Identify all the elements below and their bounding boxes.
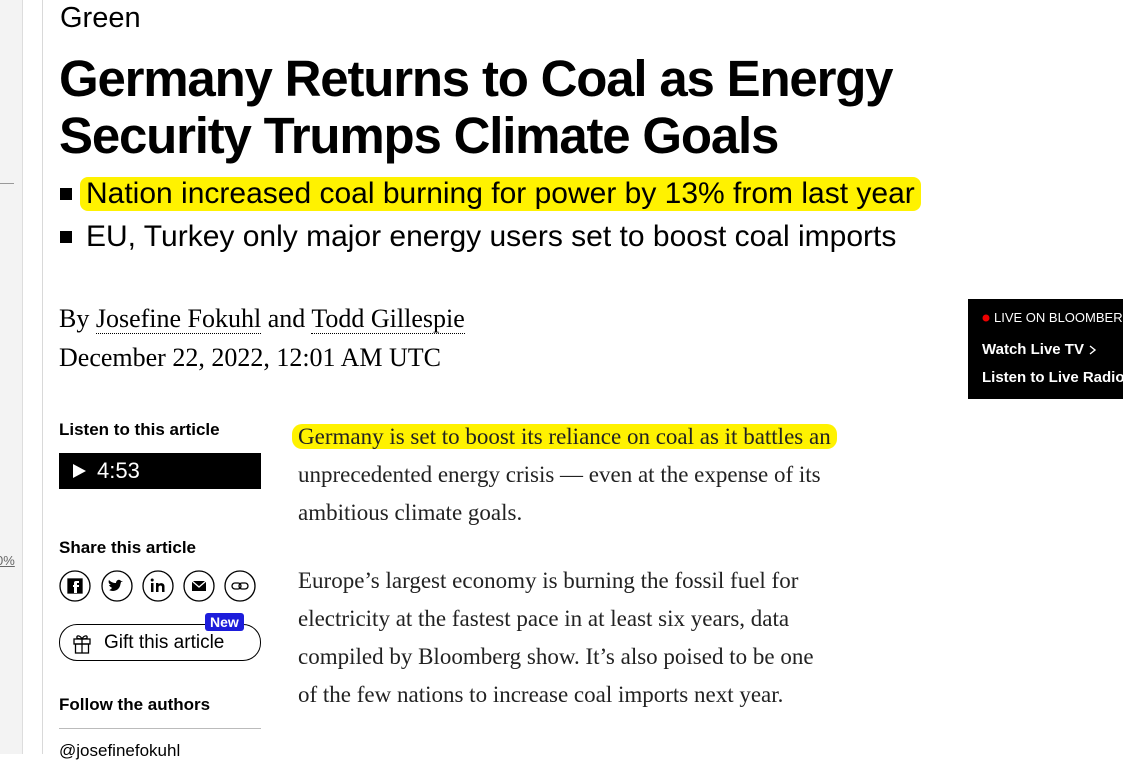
- gift-button[interactable]: Gift this article: [59, 624, 261, 661]
- live-link[interactable]: Listen to Live Radio: [982, 369, 1123, 386]
- headline: Germany Returns to Coal as Energy Securi…: [59, 50, 894, 164]
- gift-icon: [73, 634, 91, 654]
- twitter-share[interactable]: [101, 570, 133, 602]
- live-dot: [982, 314, 990, 321]
- author-follow[interactable]: @josefinefokuhl: [59, 741, 181, 760]
- body-line: Germany is set to boost its reliance on …: [292, 424, 837, 450]
- live-link[interactable]: Watch Live TV: [982, 341, 1100, 358]
- new-badge: New: [205, 613, 244, 631]
- publish-date: December 22, 2022, 12:01 AM UTC: [59, 343, 442, 372]
- byline: By Josefine Fokuhl and Todd Gillespie: [59, 304, 465, 334]
- facebook-share[interactable]: [59, 570, 91, 602]
- body-line: ambitious climate goals.: [298, 500, 523, 525]
- body-line: electricity at the fastest pace in at le…: [298, 606, 790, 631]
- divider: [42, 0, 43, 754]
- bullet-text: EU, Turkey only major energy users set t…: [86, 220, 897, 253]
- chevron: [1089, 344, 1097, 355]
- live-text: LIVE ON BLOOMBERG: [994, 310, 1123, 325]
- author-link[interactable]: Todd Gillespie: [311, 304, 465, 334]
- left-panel: [0, 0, 23, 754]
- zoom-label: 0%: [0, 553, 15, 568]
- duration: 4:53: [97, 458, 140, 483]
- bullet: Nation increased coal burning for power …: [60, 177, 921, 211]
- share-icons: [59, 570, 256, 602]
- section-label[interactable]: Green: [60, 2, 141, 34]
- play-icon: [73, 464, 86, 478]
- body-line: unprecedented energy crisis — even at th…: [298, 462, 821, 487]
- listen-label: Listen to this article: [59, 420, 220, 439]
- link-text: Watch Live TV: [982, 341, 1084, 358]
- copy-link[interactable]: [224, 570, 256, 602]
- byline-joiner: and: [267, 304, 306, 333]
- email-share[interactable]: [183, 570, 215, 602]
- body-line: Europe’s largest economy is burning the …: [298, 568, 799, 593]
- author-link[interactable]: Josefine Fokuhl: [95, 304, 262, 334]
- gift-label: Gift this article: [104, 631, 225, 653]
- bullet-marker: [60, 231, 72, 243]
- divider: [59, 728, 261, 729]
- live-panel: LIVE ON BLOOMBERG Watch Live TV Listen t…: [968, 299, 1123, 399]
- divider: [0, 183, 14, 184]
- linkedin-share[interactable]: [142, 570, 174, 602]
- body-line: compiled by Bloomberg show. It’s also po…: [298, 644, 814, 669]
- bullet: EU, Turkey only major energy users set t…: [60, 220, 896, 254]
- follow-label: Follow the authors: [59, 695, 211, 714]
- highlighted-text: Nation increased coal burning for power …: [80, 177, 921, 211]
- highlighted-text: Germany is set to boost its reliance on …: [292, 424, 837, 449]
- bullet-marker: [60, 188, 72, 200]
- live-label: LIVE ON BLOOMBERG: [982, 310, 1123, 325]
- byline-prefix: By: [59, 304, 90, 333]
- share-label: Share this article: [59, 538, 197, 557]
- body-line: of the few nations to increase coal impo…: [298, 682, 784, 707]
- play-button[interactable]: 4:53: [59, 453, 261, 489]
